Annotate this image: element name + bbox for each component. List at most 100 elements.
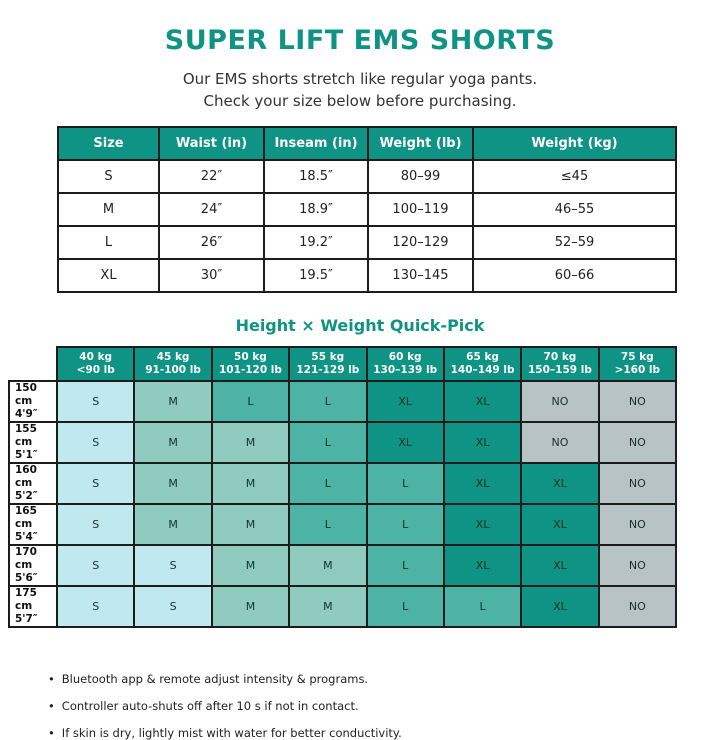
matrix-col-header-lb: 91-100 lb bbox=[145, 364, 201, 376]
size-table: Size Waist (in) Inseam (in) Weight (lb) Weig… bbox=[57, 126, 677, 293]
size-table-cell: 18.5″ bbox=[263, 159, 369, 194]
size-table-header-cell: Waist (in) bbox=[158, 126, 265, 161]
matrix-cell: S bbox=[133, 544, 213, 587]
matrix-col-header-lb: 150–159 lb bbox=[528, 364, 592, 376]
size-table-header-cell: Weight (lb) bbox=[367, 126, 474, 161]
size-table-cell: 19.2″ bbox=[263, 225, 369, 260]
matrix-cell: XL bbox=[442, 380, 523, 423]
matrix-cell: M bbox=[288, 544, 368, 587]
size-table-cell: L bbox=[57, 225, 160, 260]
size-table-cell: 120–129 bbox=[367, 225, 474, 260]
matrix-cell: XL bbox=[365, 421, 445, 464]
matrix-col-header-lb: 140–149 lb bbox=[450, 364, 515, 376]
matrix-cell: S bbox=[133, 585, 213, 628]
matrix-cell: S bbox=[55, 585, 136, 628]
matrix-cell: L bbox=[288, 380, 368, 423]
notes-list: • Bluetooth app & remote adjust intensity… bbox=[48, 672, 720, 740]
quick-pick-heading: Height × Weight Quick-Pick bbox=[235, 316, 485, 335]
matrix-cell: XL bbox=[442, 544, 523, 587]
matrix-cell: XL bbox=[365, 380, 445, 423]
matrix-col-header-lb: 121-129 lb bbox=[296, 364, 360, 376]
size-table-row: XL 30″ 19.5″ 130–145 60–66 bbox=[57, 258, 677, 293]
matrix-cell: NO bbox=[597, 585, 678, 628]
subtitle-line-1: Our EMS shorts stretch like regular yoga… bbox=[182, 70, 538, 88]
matrix-row: 155 cm 5'1″ S M M L XL XL NO NO bbox=[8, 421, 678, 464]
size-table-body: S 22″ 18.5″ 80–99 ≤45 M 24″ 18.9″ 100–119 46–55 L 2… bbox=[57, 159, 677, 293]
size-table-row: S 22″ 18.5″ 80–99 ≤45 bbox=[57, 159, 677, 194]
matrix-col-header-kg: 40 kg bbox=[79, 351, 113, 363]
size-table-cell: 52–59 bbox=[472, 225, 677, 260]
matrix-col-header: 45 kg 91-100 lb bbox=[133, 346, 213, 382]
matrix-row-label-ft: 5'2″ bbox=[15, 490, 38, 502]
matrix-col-header: 60 kg 130–139 lb bbox=[365, 346, 445, 382]
matrix-col-header: 55 kg 121-129 lb bbox=[288, 346, 368, 382]
matrix-cell: L bbox=[365, 585, 445, 628]
matrix-row-label-ft: 5'6″ bbox=[15, 572, 38, 584]
matrix-row: 175 cm 5'7″ S S M M L L XL NO bbox=[8, 585, 678, 628]
bullet-icon: • bbox=[48, 699, 55, 713]
matrix-row: 165 cm 5'4″ S M M L L XL XL NO bbox=[8, 503, 678, 546]
matrix-cell: XL bbox=[520, 585, 600, 628]
matrix-cell: M bbox=[133, 380, 213, 423]
matrix-row: 150 cm 4'9″ S M L L XL XL NO NO bbox=[8, 380, 678, 423]
matrix-row-label: 165 cm 5'4″ bbox=[8, 503, 58, 546]
matrix-row-label-ft: 5'1″ bbox=[15, 449, 38, 461]
size-table-cell: 22″ bbox=[158, 159, 265, 194]
matrix-row-label-cm: 175 cm bbox=[15, 587, 37, 612]
size-table-cell: M bbox=[57, 192, 160, 227]
size-table-header-cell: Inseam (in) bbox=[263, 126, 369, 161]
matrix-cell: XL bbox=[520, 544, 600, 587]
matrix-cell: XL bbox=[520, 503, 600, 546]
matrix-col-header-lb: >160 lb bbox=[614, 364, 661, 376]
matrix-row-label: 160 cm 5'2″ bbox=[8, 462, 58, 505]
matrix-row-label: 175 cm 5'7″ bbox=[8, 585, 58, 628]
matrix-row-label-ft: 5'7″ bbox=[15, 613, 38, 625]
size-table-row: M 24″ 18.9″ 100–119 46–55 bbox=[57, 192, 677, 227]
matrix-cell: NO bbox=[597, 380, 678, 423]
matrix-col-header-kg: 75 kg bbox=[620, 351, 654, 363]
note-text: If skin is dry, lightly mist with water … bbox=[61, 726, 402, 740]
matrix-cell: L bbox=[365, 544, 445, 587]
size-table-header-cell: Weight (kg) bbox=[472, 126, 677, 161]
size-table-cell: 46–55 bbox=[472, 192, 677, 227]
matrix-body: 150 cm 4'9″ S M L L XL XL NO NO 155 cm 5'1″ S M M L XL XL… bbox=[8, 380, 678, 628]
matrix-row-label-cm: 155 cm bbox=[15, 423, 37, 448]
matrix-cell: NO bbox=[597, 544, 678, 587]
size-table-cell: XL bbox=[57, 258, 160, 293]
matrix-cell: S bbox=[55, 421, 136, 464]
matrix-col-header-kg: 60 kg bbox=[388, 351, 422, 363]
note-item: • Controller auto-shuts off after 10 s if… bbox=[48, 699, 720, 713]
matrix-row: 170 cm 5'6″ S S M M L XL XL NO bbox=[8, 544, 678, 587]
size-table-row: L 26″ 19.2″ 120–129 52–59 bbox=[57, 225, 677, 260]
matrix-cell: XL bbox=[442, 503, 523, 546]
matrix-col-header-kg: 65 kg bbox=[466, 351, 499, 363]
matrix-corner-cell bbox=[9, 347, 57, 381]
size-table-cell: 100–119 bbox=[367, 192, 474, 227]
size-table-header-row: Size Waist (in) Inseam (in) Weight (lb) Weig… bbox=[57, 126, 677, 161]
matrix-row-label-cm: 165 cm bbox=[15, 505, 37, 530]
matrix-col-header: 65 kg 140–149 lb bbox=[442, 346, 523, 382]
size-table-cell: 24″ bbox=[158, 192, 265, 227]
matrix-cell: L bbox=[288, 421, 368, 464]
size-table-header-cell: Size bbox=[57, 126, 160, 161]
matrix-cell: L bbox=[365, 503, 445, 546]
matrix-cell: L bbox=[288, 462, 368, 505]
matrix-cell: L bbox=[210, 380, 291, 423]
matrix-row-label: 150 cm 4'9″ bbox=[8, 380, 58, 423]
matrix-col-header-kg: 55 kg bbox=[311, 351, 345, 363]
bullet-icon: • bbox=[48, 726, 55, 740]
matrix-cell: M bbox=[133, 503, 213, 546]
matrix-cell: M bbox=[210, 503, 291, 546]
matrix-cell: NO bbox=[597, 462, 678, 505]
matrix-row-label-cm: 170 cm bbox=[15, 546, 37, 571]
matrix-header-row: 40 kg <90 lb 45 kg 91-100 lb 50 kg 101-120 lb… bbox=[9, 346, 678, 382]
size-table-cell: S bbox=[57, 159, 160, 194]
matrix-row-label-ft: 5'4″ bbox=[15, 531, 38, 543]
subtitle-line-2: Check your size below before purchasing. bbox=[203, 92, 517, 110]
matrix-cell: L bbox=[365, 462, 445, 505]
matrix-col-header: 50 kg 101-120 lb bbox=[210, 346, 291, 382]
matrix-cell: M bbox=[288, 585, 368, 628]
bullet-icon: • bbox=[48, 672, 55, 686]
matrix-cell: S bbox=[55, 462, 136, 505]
matrix-cell: S bbox=[55, 503, 136, 546]
